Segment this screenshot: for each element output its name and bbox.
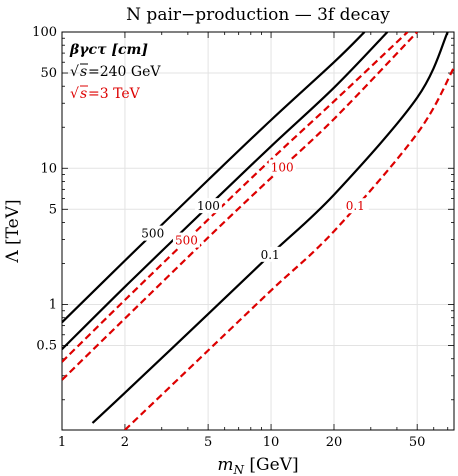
contour-labels: 500 100 0.1 500 100 0.1	[139, 159, 369, 262]
axis-ticks: 1 2 5 10 20 50 0.5 1 5 10 50 100	[32, 25, 454, 450]
y-tick-label: 5	[49, 202, 57, 217]
series-line-red-0.1	[124, 66, 454, 430]
x-tick-label: 2	[121, 435, 129, 450]
legend-entry-240: √ s =240 GeV	[70, 63, 161, 80]
series-line-black-500	[62, 32, 366, 324]
x-tick-label: 50	[409, 435, 426, 450]
s-letter: s	[80, 64, 87, 80]
x-axis-label: mN [GeV]	[217, 455, 298, 476]
y-tick-label: 100	[32, 25, 57, 40]
series-line-black-100	[62, 32, 389, 350]
x-tick-label: 20	[326, 435, 343, 450]
contour-label-500: 500	[141, 227, 164, 241]
x-tick-label: 1	[58, 435, 66, 450]
contour-label-bg	[194, 198, 222, 214]
x-tick-label: 10	[263, 435, 280, 450]
series-line-red-100	[62, 32, 418, 381]
contour-label-bg	[341, 198, 369, 214]
sqrt-s-symbol-icon: √	[70, 64, 79, 80]
chart-title: N pair−production — 3f decay	[126, 5, 390, 25]
legend-header: βγcτ [cm]	[69, 42, 148, 58]
contour-label-bg	[172, 232, 200, 248]
series-line-red-500	[62, 32, 409, 363]
legend-entry-240-text: =240 GeV	[88, 64, 161, 80]
contour-label-500: 500	[175, 234, 198, 248]
y-tick-label: 50	[40, 66, 57, 81]
contour-label-0.1: 0.1	[261, 248, 280, 262]
contour-label-bg	[268, 159, 296, 175]
sqrt-s-symbol-icon: √	[70, 86, 79, 102]
legend-entry-3tev-text: =3 TeV	[88, 86, 141, 102]
contour-label-bg	[256, 246, 284, 262]
y-tick-label: 10	[40, 161, 57, 176]
contour-label-0.1: 0.1	[346, 199, 365, 213]
legend: βγcτ [cm] √ s =240 GeV √ s =3 TeV	[69, 42, 161, 102]
legend-entry-3tev: √ s =3 TeV	[70, 85, 141, 102]
y-tick-label: 0.5	[36, 339, 57, 354]
y-tick-label: 1	[49, 298, 57, 313]
s-letter: s	[80, 86, 87, 102]
contour-label-bg	[139, 225, 167, 241]
contour-label-100: 100	[271, 160, 294, 174]
contour-label-100: 100	[197, 199, 220, 213]
x-tick-label: 5	[204, 435, 212, 450]
y-axis-label: Λ [TeV]	[3, 199, 23, 263]
plot-frame	[61, 31, 455, 431]
